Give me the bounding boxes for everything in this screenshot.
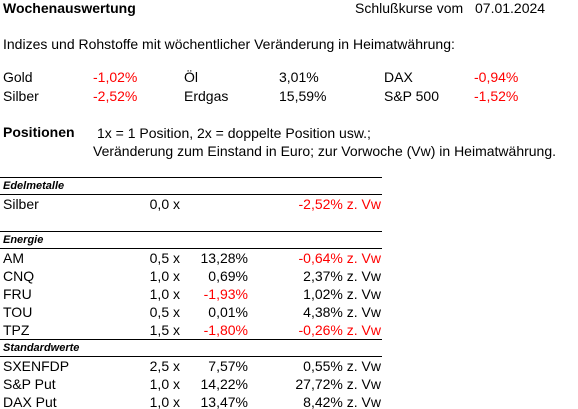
row-change: -1,80% [203,322,248,338]
row-change: 0,69% [208,268,248,284]
index-name: DAX [384,69,413,85]
index-name: S&P 500 [384,88,440,104]
row-position: 0,0 x [149,196,180,212]
index-change: -2,52% [93,88,138,104]
row-name: SXENFDP [3,358,70,374]
row-name: TOU [3,304,33,320]
index-name: Silber [3,88,39,104]
row-change: 13,28% [200,250,248,266]
index-change: 15,59% [279,88,327,104]
intro: Indizes und Rohstoffe mit wöchentlicher … [3,36,455,52]
rule [0,339,382,340]
section-title: Energie [3,234,44,246]
row-position: 1,0 x [149,376,180,392]
positions-title: Positionen [3,124,75,140]
row-name: FRU [3,286,32,302]
rule [0,356,382,357]
index-change: -1,02% [93,69,138,85]
row-weekly: -0,26% z. Vw [298,322,381,338]
row-name: TPZ [3,322,30,338]
row-weekly: 0,55% z. Vw [303,358,381,374]
index-name: Öl [184,69,198,85]
row-weekly: -2,52% z. Vw [298,196,381,212]
row-change: 14,22% [200,376,248,392]
row-change: 13,47% [200,394,248,409]
row-position: 1,5 x [149,322,180,338]
date: 07.01.2024 [475,0,546,16]
row-name: DAX Put [3,394,57,409]
row-weekly: 8,42% z. Vw [303,394,381,409]
row-weekly: 27,72% z. Vw [295,376,381,392]
row-name: AM [3,250,24,266]
section-title: Standardwerte [3,342,80,354]
index-change: -1,52% [474,88,519,104]
positions-note: Veränderung zum Einstand in Euro; zur Vo… [93,143,557,159]
row-name: Silber [3,196,39,212]
rule [0,177,382,178]
row-name: CNQ [3,268,35,284]
row-position: 0,5 x [149,250,180,266]
row-position: 1,0 x [149,394,180,409]
row-weekly: -0,64% z. Vw [298,250,381,266]
index-change: -0,94% [474,69,519,85]
row-name: S&P Put [3,376,56,392]
rule [0,194,382,195]
index-name: Gold [3,69,33,85]
section-title: Edelmetalle [3,180,65,192]
row-change: 0,01% [208,304,248,320]
row-position: 1,0 x [149,286,180,302]
index-change: 3,01% [279,69,319,85]
rule [0,231,382,232]
row-weekly: 4,38% z. Vw [303,304,381,320]
row-position: 2,5 x [149,358,180,374]
index-name: Erdgas [184,88,229,104]
row-position: 1,0 x [149,268,180,284]
row-change: 7,57% [208,358,248,374]
rule [0,248,382,249]
row-change: -1,93% [203,286,248,302]
date-label: Schlußkurse vom [355,0,464,16]
title: Wochenauswertung [3,0,136,16]
row-weekly: 1,02% z. Vw [303,286,381,302]
positions-note: 1x = 1 Position, 2x = doppelte Position … [97,125,371,141]
row-weekly: 2,37% z. Vw [303,268,381,284]
row-position: 0,5 x [149,304,180,320]
